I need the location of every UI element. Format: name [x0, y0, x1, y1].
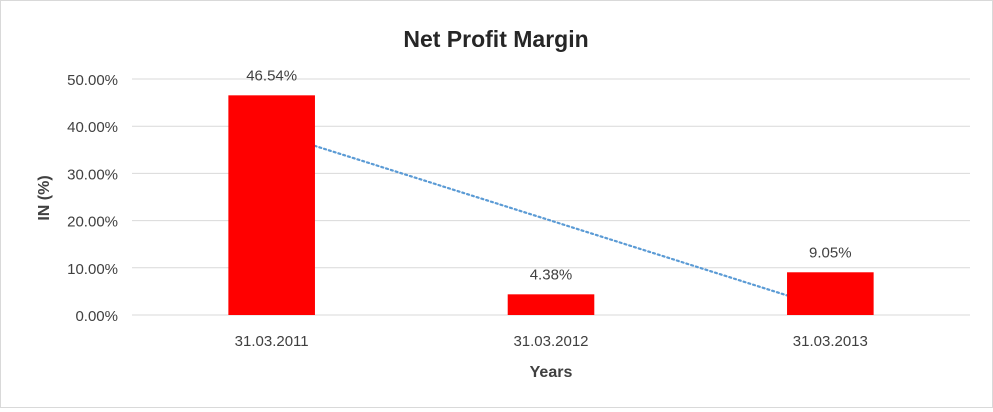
data-label: 46.54%: [246, 67, 297, 84]
y-axis-ticks: 0.00% 10.00% 20.00% 30.00% 40.00% 50.00%: [67, 72, 118, 325]
x-tick-label: 31.03.2011: [235, 333, 309, 350]
x-tick-label: 31.03.2012: [513, 333, 588, 350]
bar: [787, 272, 874, 315]
data-label: 4.38%: [530, 266, 573, 283]
x-axis-ticks: 31.03.2011 31.03.2012 31.03.2013: [235, 333, 868, 350]
y-tick-label: 0.00%: [75, 308, 118, 325]
y-tick-label: 10.00%: [67, 261, 118, 278]
chart-title: Net Profit Margin: [403, 26, 588, 52]
bar: [507, 294, 595, 315]
trendline: [270, 131, 832, 311]
data-label: 9.05%: [809, 244, 852, 261]
data-labels: 46.54% 4.38% 9.05%: [246, 67, 851, 283]
y-tick-label: 40.00%: [67, 119, 118, 136]
y-tick-label: 30.00%: [67, 166, 118, 183]
bar: [228, 95, 315, 315]
bars: [228, 95, 874, 315]
trendline-layer: [270, 131, 832, 311]
x-tick-label: 31.03.2013: [793, 333, 868, 350]
x-axis-label: Years: [530, 364, 573, 381]
y-axis-label: IN (%): [36, 175, 53, 220]
y-tick-label: 20.00%: [67, 214, 118, 231]
y-tick-label: 50.00%: [67, 72, 118, 89]
